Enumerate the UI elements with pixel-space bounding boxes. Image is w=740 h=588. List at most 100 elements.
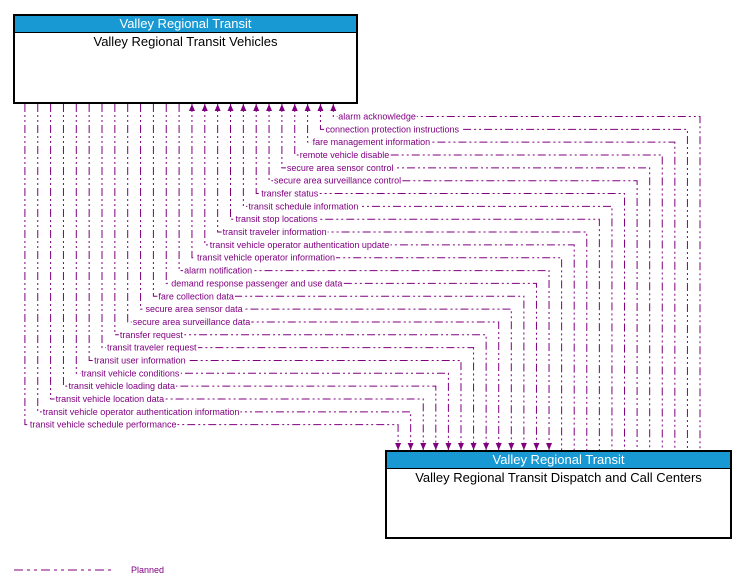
flow-label: transit vehicle operator information: [197, 253, 335, 263]
flow-label-mask: [118, 329, 185, 340]
flow-line: [62, 104, 437, 450]
flow-label: secure area sensor data: [146, 304, 243, 314]
flow-line: [217, 104, 588, 450]
flow-line: [242, 104, 613, 450]
flow-label: fare collection data: [158, 291, 234, 301]
flow-label: fare management information: [313, 137, 431, 147]
flow-line: [178, 104, 550, 450]
flow-label: transit stop locations: [236, 214, 319, 224]
flow-label: secure area sensor control: [287, 163, 394, 173]
flow-arrowhead: [330, 104, 337, 111]
flow-label: transit user information: [94, 355, 186, 365]
entity-title: Valley Regional Transit Dispatch and Cal…: [415, 470, 702, 485]
flow-label: transit vehicle loading data: [68, 381, 175, 391]
entity-box-vehicles[interactable]: Valley Regional Transit Valley Regional …: [13, 14, 358, 104]
flow-label: secure area surveillance data: [133, 317, 251, 327]
flow-line: [268, 104, 638, 450]
entity-header: Valley Regional Transit: [15, 16, 356, 33]
flow-arrowhead: [407, 443, 414, 450]
flow-arrowhead: [188, 104, 195, 111]
flow-label-mask: [131, 316, 252, 327]
flow-arrowhead: [533, 443, 540, 450]
flow-arrowhead: [317, 104, 324, 111]
flow-line: [191, 104, 563, 450]
flow-arrowhead: [445, 443, 452, 450]
flow-line: [230, 104, 600, 450]
entity-box-dispatch-call-centers[interactable]: Valley Regional Transit Valley Regional …: [385, 450, 732, 539]
flow-arrowhead: [291, 104, 298, 111]
flow-arrowhead: [278, 104, 285, 111]
flow-arrowhead: [395, 443, 402, 450]
flow-line: [255, 104, 626, 450]
flow-label: alarm notification: [184, 266, 252, 276]
flow-label-mask: [93, 355, 187, 366]
flow-label-mask: [80, 368, 181, 379]
flow-label: transit vehicle operator authentication …: [210, 240, 390, 250]
flow-label-mask: [221, 227, 328, 238]
flow-line: [114, 104, 487, 450]
flow-label: transfer request: [120, 330, 184, 340]
flow-arrowhead: [546, 443, 553, 450]
flow-label-mask: [183, 265, 254, 276]
flow-arrowhead: [508, 443, 515, 450]
flow-label: transit vehicle location data: [56, 394, 165, 404]
flow-label: secure area surveillance control: [274, 176, 401, 186]
flow-label: transit traveler request: [107, 343, 197, 353]
flow-label: transit vehicle conditions: [81, 368, 180, 378]
flow-label-mask: [273, 175, 403, 186]
flow-line: [165, 104, 537, 450]
flow-arrowhead: [214, 104, 221, 111]
entity-title: Valley Regional Transit Vehicles: [93, 34, 278, 49]
flow-arrowhead: [227, 104, 234, 111]
flow-arrowhead: [495, 443, 502, 450]
flow-label: transit vehicle operator authentication …: [43, 407, 240, 417]
flow-label-mask: [311, 137, 432, 148]
flow-label-mask: [170, 278, 344, 289]
entity-header: Valley Regional Transit: [387, 452, 730, 469]
flow-arrowhead: [240, 104, 247, 111]
flow-line: [307, 104, 676, 450]
flow-label-mask: [67, 381, 177, 392]
flow-label-mask: [285, 162, 395, 173]
flow-line: [24, 104, 399, 450]
flow-line: [88, 104, 462, 450]
flow-line: [50, 104, 424, 450]
flow-arrowhead: [253, 104, 260, 111]
flow-label-mask: [195, 252, 337, 263]
flow-line: [101, 104, 475, 450]
flow-line: [75, 104, 449, 450]
flow-label-mask: [260, 188, 320, 199]
flow-label-mask: [54, 393, 166, 404]
flow-arrowhead: [520, 443, 527, 450]
legend-label: Planned: [131, 565, 165, 575]
flow-line: [152, 104, 525, 450]
flow-line: [204, 104, 575, 450]
legend: Planned: [14, 563, 164, 577]
flow-label: transit vehicle schedule performance: [30, 420, 177, 430]
flow-label: remote vehicle disable: [300, 150, 390, 160]
flow-arrowhead: [483, 443, 490, 450]
flow-arrowhead: [432, 443, 439, 450]
flow-label: alarm acknowledge: [338, 112, 416, 122]
flow-label-mask: [106, 342, 199, 353]
flow-label-mask: [28, 419, 178, 430]
flow-line: [281, 104, 651, 450]
flow-label-mask: [247, 201, 360, 212]
flow-arrowhead: [470, 443, 477, 450]
flow-label-mask: [157, 291, 235, 302]
flow-line: [127, 104, 500, 450]
flow-arrowhead: [304, 104, 311, 111]
flow-label: connection protection instructions: [325, 124, 459, 134]
flow-label-mask: [144, 304, 244, 315]
flow-label-mask: [234, 214, 320, 225]
flow-label: demand response passenger and use data: [171, 278, 342, 288]
flow-label: transit traveler information: [223, 227, 327, 237]
flow-line: [294, 104, 663, 450]
flow-arrowhead: [457, 443, 464, 450]
flow-arrowhead: [420, 443, 427, 450]
flow-arrowhead: [266, 104, 273, 111]
flow-label: transit schedule information: [248, 201, 358, 211]
flow-label-mask: [337, 111, 417, 122]
